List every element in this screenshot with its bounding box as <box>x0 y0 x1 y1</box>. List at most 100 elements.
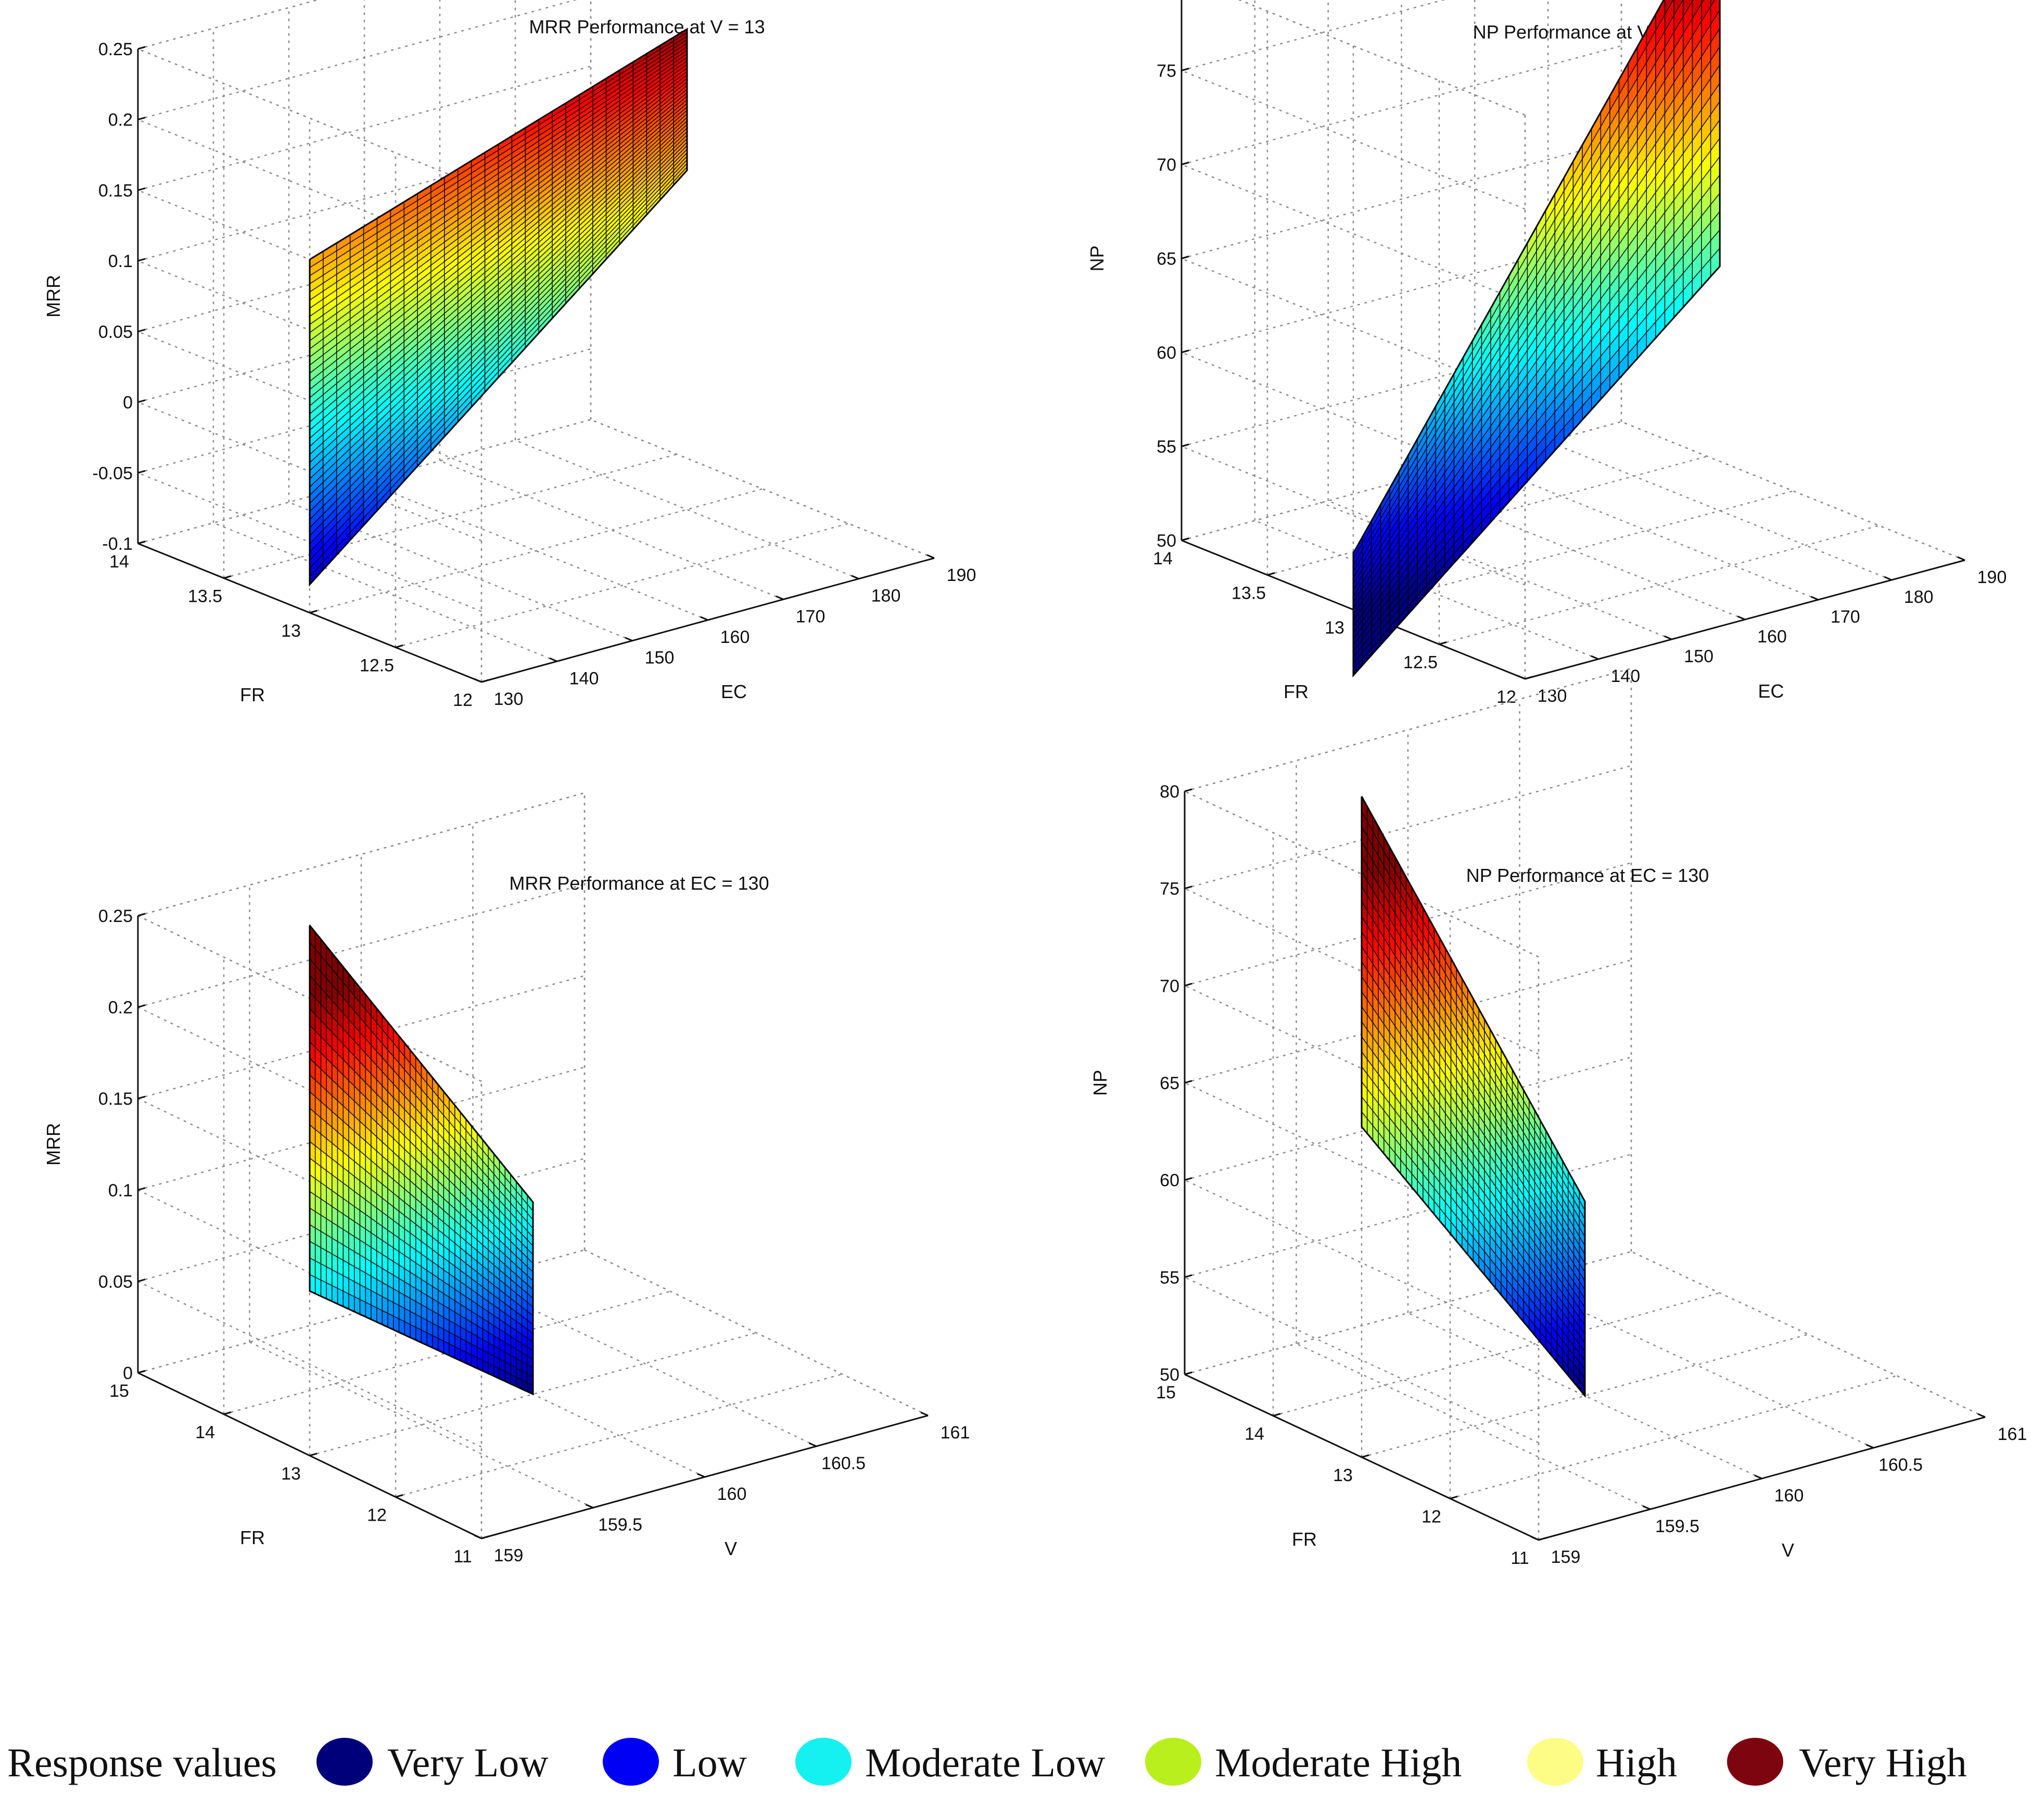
legend-swatch-low <box>603 1738 659 1786</box>
x-tick <box>1977 1413 1986 1418</box>
legend-swatch-very-low <box>316 1738 373 1786</box>
y-tick-label: 12.5 <box>360 656 394 676</box>
gridline <box>223 453 677 579</box>
y-tick-label: 13 <box>281 621 301 641</box>
x-tick <box>1737 615 1746 621</box>
z-tick-label: 75 <box>1160 879 1179 899</box>
z-tick-label: 0.15 <box>98 1089 133 1109</box>
z-tick <box>137 470 146 474</box>
y-tick-label: 11 <box>453 1547 472 1567</box>
chart-panel-4: 50 55 60 65 70 75 80 159 159.5 160 160.5 161 11 12 13 1… <box>1089 667 2027 1568</box>
x-tick-label: 160 <box>1757 627 1787 647</box>
y-tick <box>481 679 489 683</box>
z-tick-label: -0.1 <box>102 534 133 554</box>
x-tick <box>700 616 708 621</box>
y-tick <box>1361 1454 1369 1458</box>
surface-cell <box>1692 0 1694 3</box>
y-tick <box>223 575 232 579</box>
x-tick <box>920 1411 929 1417</box>
z-tick <box>1184 1080 1192 1084</box>
x-tick-label: 160 <box>1774 1486 1804 1506</box>
gridline <box>1474 460 1819 601</box>
z-tick <box>137 1095 146 1100</box>
x-tick-label: 161 <box>941 1423 970 1443</box>
z-tick-label: 50 <box>1157 531 1176 551</box>
z-tick <box>137 913 146 917</box>
y-tick-label: 14 <box>1153 549 1173 569</box>
gridline <box>1181 258 1526 398</box>
gridline <box>364 481 708 621</box>
gridline <box>309 488 763 614</box>
surface-outline <box>1361 795 1586 1398</box>
gridline <box>137 472 482 612</box>
z-tick-label: 0.05 <box>98 1272 133 1292</box>
chart-panel-3: 0 0.05 0.1 0.15 0.2 0.25 159 159.5 160 160.5 161 11… <box>43 792 970 1567</box>
y-tick <box>1273 1413 1281 1417</box>
gridline <box>1450 1375 1897 1499</box>
x-tick-label: 159.5 <box>1655 1517 1699 1536</box>
x-tick-label: 180 <box>1904 587 1934 607</box>
gridline <box>213 522 557 662</box>
y-tick-label: 13 <box>1325 618 1344 638</box>
z-tick <box>137 1187 146 1191</box>
x-axis-title: EC <box>721 681 747 702</box>
y-tick <box>309 610 318 614</box>
legend-swatch-very-high <box>1727 1738 1783 1786</box>
y-tick-label: 13.5 <box>188 587 222 607</box>
surface-cell <box>1701 0 1704 5</box>
y-tick-label: 13 <box>281 1464 301 1484</box>
x-axis-title: V <box>725 1538 737 1559</box>
x-tick-label: 160.5 <box>821 1454 866 1473</box>
gridline <box>472 1280 817 1447</box>
x-tick <box>1664 635 1672 640</box>
z-tick <box>1184 788 1192 792</box>
z-tick-label: 50 <box>1160 1365 1179 1385</box>
z-tick <box>137 258 146 262</box>
x-tick-label: 159 <box>1551 1547 1581 1567</box>
z-tick-label: 75 <box>1157 61 1176 81</box>
chart-title: MRR Performance at V = 13 <box>529 16 765 37</box>
x-axis-title: EC <box>1758 680 1784 702</box>
gridline <box>137 66 591 191</box>
x-tick-label: 190 <box>1977 567 2007 587</box>
chart-title: NP Performance at EC = 130 <box>1466 865 1709 886</box>
y-axis-title: FR <box>240 684 265 705</box>
surface-cell <box>1673 0 1684 17</box>
gridline <box>1181 0 1445 71</box>
x-tick <box>625 637 633 642</box>
legend-label-very-low: Very Low <box>387 1740 549 1785</box>
z-tick-label: -0.05 <box>93 463 133 483</box>
y-tick-label: 14 <box>109 552 129 572</box>
z-tick <box>137 329 146 333</box>
x-tick <box>549 657 557 662</box>
gridline <box>137 260 482 400</box>
z-tick <box>137 46 146 50</box>
z-tick <box>1184 1274 1192 1278</box>
z-axis-title: NP <box>1089 1070 1111 1096</box>
z-tick <box>1181 444 1189 447</box>
z-tick-label: 65 <box>1160 1073 1179 1093</box>
gridline <box>1439 525 1880 645</box>
x-tick-label: 161 <box>1998 1424 2027 1444</box>
y-axis-title: FR <box>1292 1529 1317 1550</box>
y-tick <box>481 1535 489 1539</box>
z-tick-label: 0.1 <box>108 251 133 271</box>
y-tick <box>395 645 403 648</box>
surface-outline <box>1352 0 1721 678</box>
x-tick <box>1810 596 1819 601</box>
gridline <box>1181 45 1622 166</box>
x-tick-label: 170 <box>1831 607 1860 627</box>
gridline <box>1181 163 1526 304</box>
y-tick <box>395 1494 403 1498</box>
y-tick-label: 15 <box>109 1381 129 1401</box>
z-tick <box>1181 68 1189 71</box>
x-tick-label: 140 <box>1610 666 1640 686</box>
gridline <box>137 190 482 330</box>
legend-label-high: High <box>1596 1740 1677 1785</box>
z-tick-label: 60 <box>1157 343 1176 363</box>
z-axis-title: NP <box>1086 245 1108 271</box>
x-tick <box>926 554 935 559</box>
y-tick <box>223 1411 232 1415</box>
x-tick <box>474 1534 482 1539</box>
